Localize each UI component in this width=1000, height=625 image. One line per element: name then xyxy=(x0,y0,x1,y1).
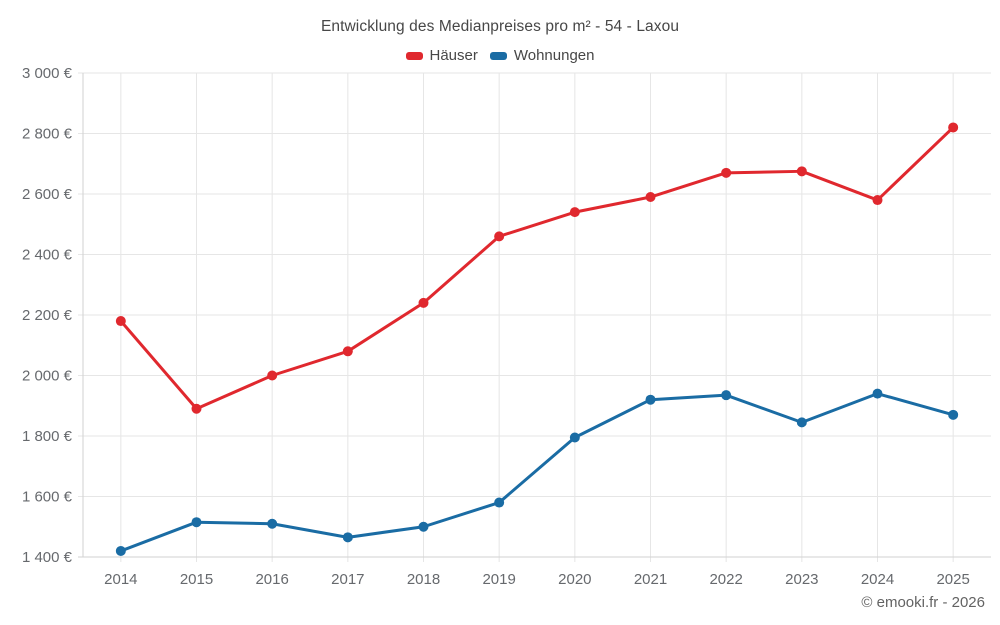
legend-label-haeuser: Häuser xyxy=(429,47,478,64)
y-axis-tick-label: 2 800 € xyxy=(22,126,73,143)
data-point-wohnungen-2017[interactable] xyxy=(342,532,353,543)
data-point-wohnungen-2022[interactable] xyxy=(721,390,732,401)
y-axis-tick-label: 1 400 € xyxy=(22,549,73,566)
y-axis-tick-label: 2 600 € xyxy=(22,186,73,203)
x-axis-tick-label: 2021 xyxy=(634,571,667,588)
data-point-häuser-2019[interactable] xyxy=(494,231,505,242)
data-point-häuser-2023[interactable] xyxy=(796,166,807,177)
y-axis-tick-label: 2 400 € xyxy=(22,247,73,264)
series-line-häuser xyxy=(119,125,955,411)
data-point-wohnungen-2016[interactable] xyxy=(267,518,278,529)
legend-swatch-haeuser-icon xyxy=(405,51,423,60)
data-point-häuser-2021[interactable] xyxy=(645,192,656,203)
chart-title: Entwicklung des Medianpreises pro m² - 5… xyxy=(320,18,680,35)
copyright-footer: © emooki.fr - 2026 xyxy=(861,594,985,611)
series-line-wohnungen xyxy=(119,392,955,553)
data-point-häuser-2022[interactable] xyxy=(721,167,732,178)
data-point-wohnungen-2025[interactable] xyxy=(948,409,959,420)
data-point-wohnungen-2015[interactable] xyxy=(191,517,202,528)
x-axis-tick-label: 2025 xyxy=(936,571,969,588)
data-point-häuser-2015[interactable] xyxy=(191,403,202,414)
data-point-wohnungen-2024[interactable] xyxy=(872,388,883,399)
x-axis-tick-label: 2015 xyxy=(180,571,213,588)
x-axis-tick-label: 2017 xyxy=(331,571,364,588)
x-axis-tick-label: 2016 xyxy=(255,571,288,588)
x-axis-tick-label: 2018 xyxy=(407,571,440,588)
data-point-häuser-2016[interactable] xyxy=(267,370,278,381)
chart-legend: Häuser Wohnungen xyxy=(0,47,1000,64)
data-point-wohnungen-2023[interactable] xyxy=(796,417,807,428)
data-point-häuser-2018[interactable] xyxy=(418,297,429,308)
data-point-wohnungen-2021[interactable] xyxy=(645,394,656,405)
data-point-häuser-2024[interactable] xyxy=(872,195,883,206)
legend-item-haeuser[interactable]: Häuser xyxy=(405,47,478,64)
x-axis-tick-label: 2014 xyxy=(104,571,137,588)
y-axis-tick-label: 1 600 € xyxy=(22,489,73,506)
x-axis-tick-label: 2020 xyxy=(558,571,591,588)
data-point-häuser-2020[interactable] xyxy=(569,207,580,218)
data-point-wohnungen-2014[interactable] xyxy=(115,545,126,556)
data-point-häuser-2014[interactable] xyxy=(115,316,126,327)
y-axis-tick-label: 3 000 € xyxy=(22,65,73,82)
y-axis-tick-label: 2 000 € xyxy=(22,368,73,385)
x-axis-tick-label: 2019 xyxy=(482,571,515,588)
data-point-wohnungen-2019[interactable] xyxy=(494,497,505,508)
x-axis-tick-label: 2024 xyxy=(861,571,894,588)
legend-item-wohnungen[interactable]: Wohnungen xyxy=(489,47,595,64)
legend-swatch-wohnungen-icon xyxy=(489,51,507,60)
x-axis-tick-label: 2022 xyxy=(709,571,742,588)
data-point-häuser-2017[interactable] xyxy=(342,346,353,357)
y-axis-tick-label: 2 200 € xyxy=(22,307,73,324)
x-axis-tick-label: 2023 xyxy=(785,571,818,588)
data-point-häuser-2025[interactable] xyxy=(948,122,959,133)
data-point-wohnungen-2020[interactable] xyxy=(569,432,580,443)
y-axis-tick-label: 1 800 € xyxy=(22,428,73,445)
data-point-wohnungen-2018[interactable] xyxy=(418,521,429,532)
legend-label-wohnungen: Wohnungen xyxy=(513,47,595,64)
